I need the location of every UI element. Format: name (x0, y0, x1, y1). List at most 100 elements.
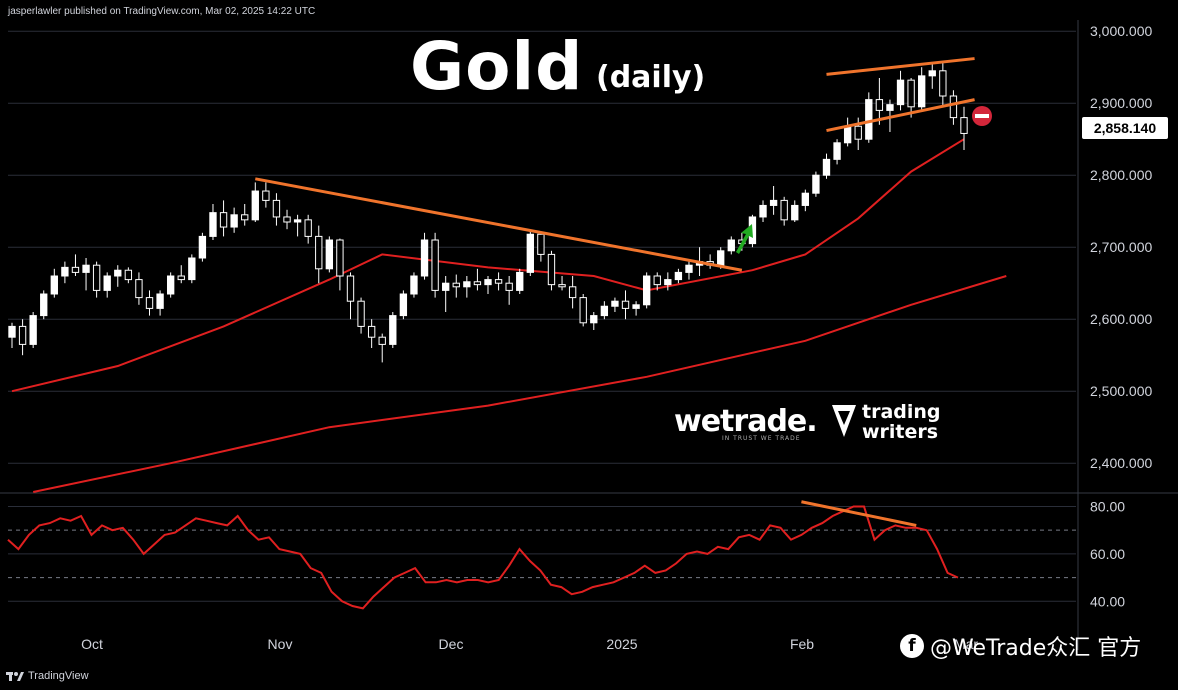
time-axis-label: Feb (790, 636, 814, 652)
last-price-badge: 2,858.140 (1082, 117, 1168, 139)
candle-body (918, 75, 926, 108)
trendline (826, 98, 975, 133)
candle-body (304, 219, 312, 237)
time-axis-label: Nov (268, 636, 293, 652)
wetrade-tagline: IN TRUST WE TRADE (722, 435, 801, 442)
candle-body (124, 269, 133, 281)
candle-body (812, 174, 820, 194)
candle-body (717, 250, 725, 266)
candle-body (600, 305, 609, 317)
candle-body (166, 275, 175, 295)
candle-body (907, 79, 915, 108)
trendline (255, 177, 743, 272)
candle-body (801, 192, 810, 206)
candle-body (896, 79, 905, 106)
candle-body (40, 293, 48, 317)
price-tick-label: 2,700.000 (1090, 239, 1152, 255)
rsi-line (7, 505, 959, 610)
candle-body (145, 297, 154, 309)
candle-body (420, 239, 429, 277)
candle-body (865, 99, 873, 140)
candle-body (833, 142, 841, 160)
candle-body (516, 271, 524, 291)
candle-body (685, 264, 693, 273)
candle-body (209, 212, 217, 237)
candle-body (674, 271, 683, 281)
tradingview-logo-icon (6, 672, 24, 681)
candle-body (759, 204, 767, 218)
candle-body (568, 286, 577, 299)
candle-body (590, 315, 598, 324)
candle-body (452, 282, 460, 288)
candle-body (325, 239, 334, 270)
candle-body (886, 104, 894, 111)
rsi-tick-label: 40.00 (1090, 593, 1125, 609)
price-tick-label: 2,400.000 (1090, 455, 1152, 471)
candle-body (939, 70, 947, 97)
candle-body (780, 199, 788, 221)
candle-body (135, 279, 143, 299)
rsi-divergence-line (801, 500, 917, 527)
social-logo-icon: f (900, 634, 924, 658)
candle-body (188, 257, 196, 281)
candle-body (219, 212, 228, 228)
trading-writers-line2: writers (862, 421, 939, 443)
candle-body (822, 158, 831, 176)
candle-body (664, 279, 672, 286)
candle-body (854, 125, 862, 140)
time-axis-label: Oct (81, 636, 103, 652)
candle-body (547, 253, 556, 286)
candle-body (791, 204, 799, 221)
candle-body (558, 284, 566, 288)
candle-body (262, 190, 270, 201)
candle-body (642, 275, 651, 306)
candle-body (177, 275, 185, 281)
candle-body (389, 315, 397, 345)
price-tick-label: 2,800.000 (1090, 167, 1152, 183)
trading-writers-logo-icon (832, 405, 856, 437)
candle-body (114, 269, 122, 277)
candle-body (103, 275, 111, 291)
candle-body (399, 293, 408, 317)
price-tick-label: 2,600.000 (1090, 311, 1152, 327)
rsi-tick-label: 60.00 (1090, 546, 1125, 562)
candle-body (18, 325, 27, 345)
trading-writers-line1: trading (862, 401, 941, 423)
candle-body (29, 315, 37, 345)
candle-body (494, 279, 503, 284)
time-axis-label: Mar (954, 636, 978, 652)
time-axis-label: Dec (439, 636, 464, 652)
trendline (826, 57, 975, 76)
candle-body (727, 239, 735, 252)
candle-body (960, 117, 968, 134)
price-tick-label: 2,900.000 (1090, 95, 1152, 111)
candle-body (293, 219, 302, 223)
time-axis-label: 2025 (606, 636, 637, 652)
wetrade-logo: wetrade. (674, 404, 818, 439)
watermark: f @WeTrade众汇 官方 (900, 630, 1141, 662)
candle-body (50, 275, 58, 295)
candle-body (537, 233, 545, 255)
candle-body (410, 275, 418, 295)
candle-body (315, 235, 323, 270)
publisher-caption: jasperlawler published on TradingView.co… (8, 6, 316, 17)
candle-body (769, 199, 778, 206)
candle-body (8, 325, 16, 338)
candle-body (473, 281, 482, 286)
candle-body (92, 264, 101, 291)
candle-body (71, 266, 80, 273)
chart-title: Gold (410, 28, 584, 105)
rsi-tick-label: 80.00 (1090, 498, 1125, 514)
ma-200-line (32, 275, 1007, 493)
candle-body (632, 304, 640, 309)
candle-body (82, 264, 90, 273)
candle-body (505, 282, 513, 291)
candle-body (843, 125, 852, 144)
candle-body (431, 239, 439, 291)
tradingview-label: TradingView (28, 670, 89, 682)
candle-body (367, 325, 376, 338)
candle-body (611, 300, 619, 307)
candle-body (336, 239, 344, 277)
tradingview-footer[interactable]: TradingView (6, 670, 89, 682)
